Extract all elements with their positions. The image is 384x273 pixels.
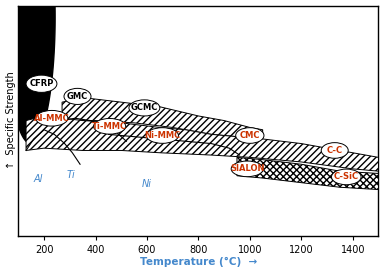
Polygon shape: [237, 157, 379, 189]
Polygon shape: [6, 0, 55, 144]
Ellipse shape: [146, 128, 179, 143]
Text: C-SiC: C-SiC: [334, 173, 359, 182]
Text: SIALON: SIALON: [230, 164, 265, 173]
Ellipse shape: [321, 143, 348, 158]
Polygon shape: [62, 97, 263, 141]
Text: Ti-MMC: Ti-MMC: [92, 122, 127, 131]
X-axis label: Temperature (°C)  →: Temperature (°C) →: [140, 257, 257, 268]
Text: CMC: CMC: [240, 131, 260, 140]
Ellipse shape: [94, 118, 126, 134]
Text: GMC: GMC: [67, 92, 88, 101]
Ellipse shape: [231, 161, 263, 177]
Text: Al-MMC: Al-MMC: [34, 114, 70, 123]
Text: GCMC: GCMC: [131, 103, 158, 112]
Ellipse shape: [36, 111, 68, 126]
Polygon shape: [26, 116, 379, 171]
Ellipse shape: [331, 169, 361, 185]
Text: C-C: C-C: [327, 146, 343, 155]
Ellipse shape: [26, 75, 57, 92]
Ellipse shape: [236, 128, 264, 143]
Y-axis label: ↑  Specific Strength: ↑ Specific Strength: [5, 72, 16, 170]
Text: Al: Al: [34, 174, 43, 184]
Text: Ni: Ni: [142, 179, 152, 189]
Ellipse shape: [129, 100, 160, 116]
Text: Ni-MMC: Ni-MMC: [144, 131, 180, 140]
Ellipse shape: [64, 88, 91, 105]
Text: Ti: Ti: [67, 170, 75, 180]
Text: CFRP: CFRP: [29, 79, 54, 88]
